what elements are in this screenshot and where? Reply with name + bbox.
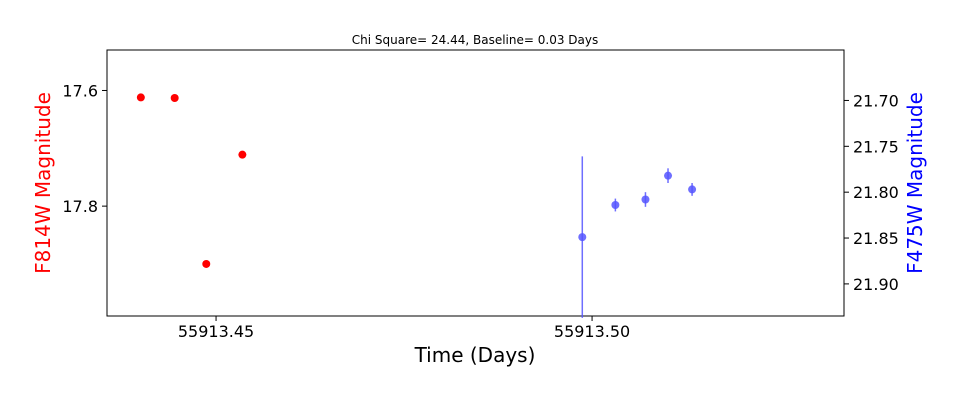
- f814w-data-point: [202, 259, 211, 268]
- left-y-axis-label: F814W Magnitude: [31, 92, 55, 274]
- x-tick-label: 55913.45: [178, 322, 254, 341]
- axis-ticks: 55913.45 55913.50 17.6 17.8 21.70 21.75 21.80 2…: [62, 81, 898, 341]
- right-y-axis-label: F475W Magnitude: [903, 92, 927, 274]
- left-y-tick-label: 17.8: [62, 197, 98, 216]
- f475w-data-point: [578, 233, 587, 242]
- right-y-tick-label: 21.70: [853, 91, 899, 110]
- x-tick-label: 55913.50: [554, 322, 630, 341]
- f814w-data-point: [170, 93, 179, 102]
- f475w-data-point: [664, 171, 673, 180]
- left-y-tick-label: 17.6: [62, 81, 98, 100]
- data-marks: [136, 93, 697, 318]
- right-y-tick-label: 21.75: [853, 137, 899, 156]
- f475w-data-point: [641, 195, 650, 204]
- right-y-tick-label: 21.80: [853, 183, 899, 202]
- f475w-data-point: [611, 201, 620, 210]
- right-y-tick-label: 21.90: [853, 275, 899, 294]
- x-axis-label: Time (Days): [414, 343, 536, 367]
- right-y-tick-label: 21.85: [853, 229, 899, 248]
- plot-area-frame: [106, 49, 845, 317]
- chart-title: Chi Square= 24.44, Baseline= 0.03 Days: [352, 33, 598, 47]
- f814w-data-point: [238, 150, 247, 159]
- f475w-data-point: [688, 185, 697, 194]
- f814w-data-point: [136, 93, 145, 102]
